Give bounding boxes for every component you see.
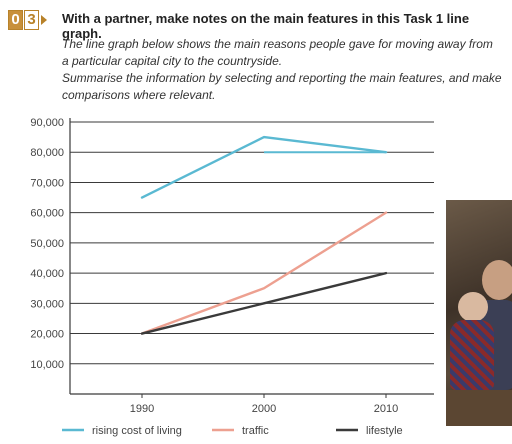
task-heading: With a partner, make notes on the main f…: [62, 11, 470, 41]
chart-legend: rising cost of living traffic lifestyle: [62, 425, 403, 437]
photo-adult-head: [482, 260, 512, 300]
y-tick-label: 60,000: [30, 208, 64, 220]
series-line: [140, 135, 388, 199]
family-photo: [446, 200, 512, 426]
x-tick-label: 2000: [252, 403, 276, 415]
y-tick-label: 10,000: [30, 359, 64, 371]
y-tick-label: 90,000: [30, 117, 64, 129]
y-tick-label: 50,000: [30, 238, 64, 250]
legend-label: rising cost of living: [92, 425, 182, 437]
photo-child-body: [450, 320, 494, 390]
y-tick-label: 70,000: [30, 177, 64, 189]
chart-series: [140, 135, 388, 335]
chart-grid: [70, 121, 434, 365]
x-tick-label: 2010: [374, 403, 398, 415]
badge-digit: 3: [24, 10, 39, 30]
play-arrow-icon: [41, 15, 47, 25]
photo-ground: [446, 390, 512, 426]
y-tick-label: 40,000: [30, 268, 64, 280]
y-tick-label: 30,000: [30, 298, 64, 310]
task-description: The line graph below shows the main reas…: [62, 37, 493, 68]
badge-digit: 0: [8, 10, 23, 30]
legend-label: traffic: [242, 425, 269, 437]
chart-axes: 10,000 20,000 30,000 40,000 50,000 60,000 70,0…: [30, 117, 434, 415]
x-tick-label: 1990: [130, 403, 154, 415]
task-number-badge: 0 3: [8, 10, 47, 30]
photo-child-head: [458, 292, 488, 322]
legend-label: lifestyle: [366, 425, 403, 437]
y-tick-label: 80,000: [30, 147, 64, 159]
series-line: [140, 211, 388, 335]
series-line: [140, 271, 388, 335]
task-instructions: Summarise the information by selecting a…: [62, 71, 502, 102]
y-tick-label: 20,000: [30, 329, 64, 341]
